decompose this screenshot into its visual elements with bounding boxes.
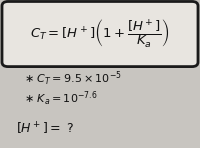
Text: $C_T = [H^+]\left(1 + \dfrac{[H^+]}{K_a}\right)$: $C_T = [H^+]\left(1 + \dfrac{[H^+]}{K_a}… (30, 17, 170, 49)
Text: $\ast \ C_T = 9.5\times10^{-5}$: $\ast \ C_T = 9.5\times10^{-5}$ (24, 69, 122, 88)
FancyBboxPatch shape (2, 1, 198, 67)
Text: $[H^+] = \ ?$: $[H^+] = \ ?$ (16, 121, 74, 137)
Text: $\ast \ K_a = 10^{-7.6}$: $\ast \ K_a = 10^{-7.6}$ (24, 90, 98, 108)
